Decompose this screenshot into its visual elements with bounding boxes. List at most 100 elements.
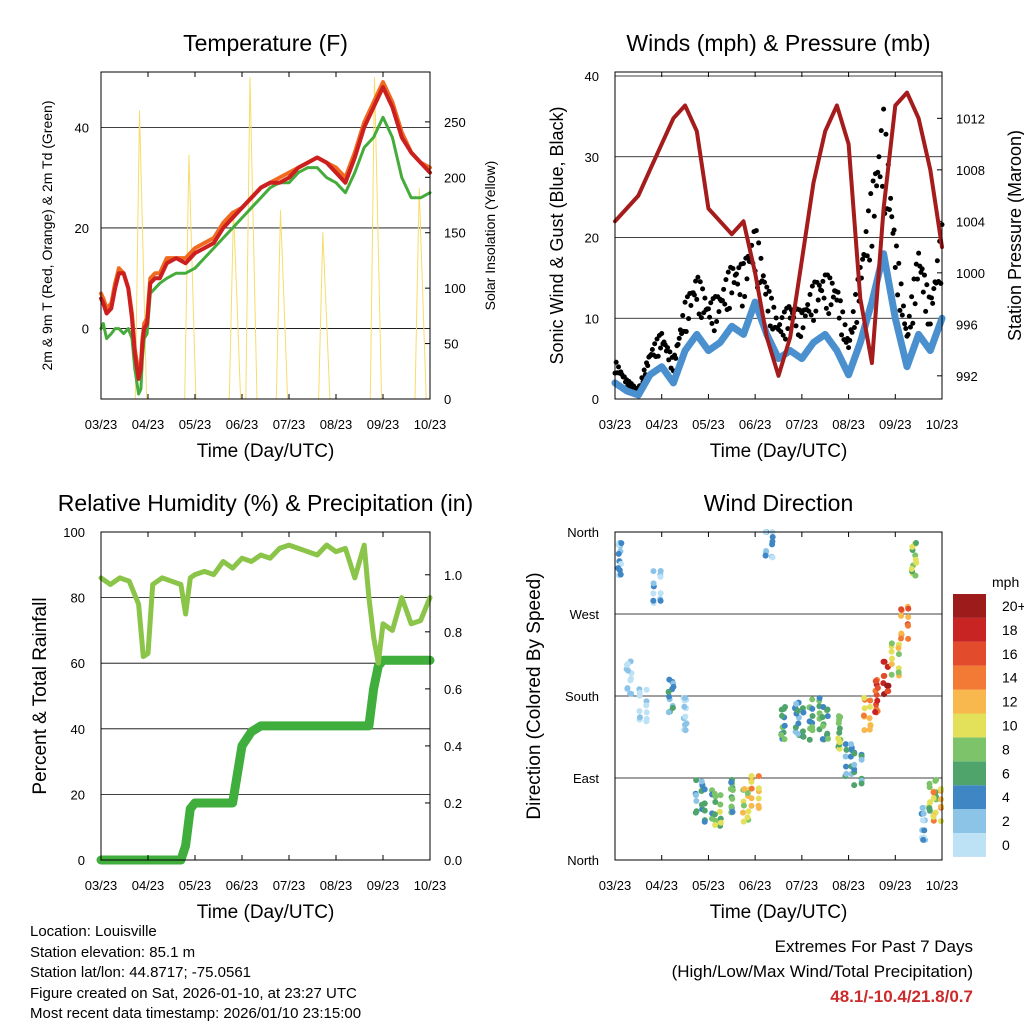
- x-tick-label: 03/23: [599, 417, 632, 432]
- insolation-spike: [414, 187, 427, 400]
- gust-point: [920, 289, 926, 295]
- gust-point: [723, 277, 729, 283]
- gust-point: [910, 320, 916, 326]
- y-tick-label: South: [565, 689, 599, 704]
- gust-point: [877, 174, 883, 180]
- x-tick-label: 05/23: [692, 417, 725, 432]
- direction-point: [748, 773, 755, 780]
- direction-point: [861, 705, 868, 712]
- direction-point: [681, 703, 688, 710]
- direction-point: [748, 802, 755, 809]
- gust-point: [879, 183, 885, 189]
- gust-point: [764, 284, 770, 290]
- gust-point: [863, 229, 869, 235]
- direction-point: [842, 763, 849, 770]
- direction-point: [919, 804, 926, 811]
- insolation-spike: [184, 154, 197, 400]
- direction-point: [861, 727, 868, 734]
- gust-point: [807, 291, 813, 297]
- gust-point: [938, 280, 944, 286]
- winds-pressure-panel: 0 10 20 30 40 992 996 1000 1004 1008 1012 Winds (mp…: [547, 30, 1024, 462]
- colorbar-swatch: [953, 833, 986, 857]
- y2-tick-label: 150: [444, 226, 466, 241]
- gust-point: [903, 326, 909, 332]
- x-tick-label: 09/23: [367, 878, 400, 893]
- humidity-precip-panel: 0 20 40 60 80 100 0.0 0.2 0.4 0.6 0.8 1.0 Relative H…: [30, 490, 473, 923]
- direction-point: [748, 795, 755, 802]
- direction-point: [698, 778, 705, 785]
- y-tick-label: West: [570, 607, 600, 622]
- gust-point: [876, 154, 882, 160]
- gust-point: [829, 280, 835, 286]
- gust-point: [756, 240, 762, 246]
- direction-point: [881, 658, 888, 665]
- direction-point: [938, 785, 945, 792]
- colorbar-unit: mph: [992, 574, 1019, 590]
- gust-point: [854, 320, 860, 326]
- direction-point: [636, 708, 643, 715]
- direction-point: [712, 822, 719, 829]
- gust-point: [721, 286, 727, 292]
- gust-point: [897, 307, 903, 313]
- direction-point: [866, 715, 873, 722]
- gust-point: [737, 292, 743, 298]
- gust-point: [693, 278, 699, 284]
- direction-point: [650, 590, 657, 597]
- gust-point: [820, 278, 826, 284]
- direction-point: [905, 613, 912, 620]
- gust-point: [813, 308, 819, 314]
- y2-tick-label: 1012: [956, 111, 985, 126]
- plot-frame: [614, 531, 943, 861]
- direction-point: [919, 817, 926, 824]
- gust-point: [616, 364, 622, 370]
- direction-point: [824, 730, 831, 737]
- direction-point: [824, 706, 831, 713]
- direction-point: [693, 777, 700, 784]
- gust-point: [695, 274, 701, 280]
- direction-point: [657, 573, 664, 580]
- gust-point: [875, 169, 881, 175]
- direction-point: [682, 727, 689, 734]
- gust-point: [676, 335, 682, 341]
- gust-point: [761, 279, 767, 285]
- gust-point: [726, 305, 732, 311]
- gust-point: [811, 317, 817, 323]
- y-tick-label: 100: [63, 525, 85, 540]
- gust-point: [864, 253, 870, 259]
- direction-point: [913, 540, 920, 547]
- direction-point: [824, 735, 831, 742]
- gust-point: [896, 260, 902, 266]
- x-tick-label: 04/23: [132, 417, 165, 432]
- gust-point: [898, 281, 904, 287]
- direction-point: [884, 688, 891, 695]
- direction-point: [755, 785, 762, 792]
- gust-point: [853, 291, 859, 297]
- colorbar-label: 2: [1002, 813, 1010, 829]
- gust-point: [742, 294, 748, 300]
- direction-point: [842, 753, 849, 760]
- gust-point: [928, 295, 934, 301]
- gust-point: [846, 345, 852, 351]
- gust-point: [909, 294, 915, 300]
- gust-point: [763, 291, 769, 297]
- x-tick-label: 10/23: [414, 417, 447, 432]
- direction-point: [762, 552, 769, 559]
- temperature-panel: 0 20 40 0 50 100 150 200 250 Temperature (F) Time …: [39, 30, 498, 462]
- gust-point: [923, 308, 929, 314]
- extremes-subtitle: (High/Low/Max Wind/Total Precipitation): [671, 962, 973, 981]
- direction-point: [799, 728, 806, 735]
- direction-point: [665, 709, 672, 716]
- direction-point: [755, 795, 762, 802]
- y2-axis-label: Solar Insolation (Yellow): [482, 161, 498, 311]
- direction-point: [851, 766, 858, 773]
- colorbar-swatch: [953, 617, 986, 642]
- direction-point: [650, 597, 657, 604]
- direction-point: [740, 802, 747, 809]
- gust-point: [659, 330, 665, 336]
- x-tick-label: 03/23: [599, 878, 632, 893]
- panel-title: Wind Direction: [704, 490, 854, 516]
- x-tick-label: 10/23: [414, 878, 447, 893]
- x-tick-label: 10/23: [926, 417, 959, 432]
- gust-point: [874, 183, 880, 189]
